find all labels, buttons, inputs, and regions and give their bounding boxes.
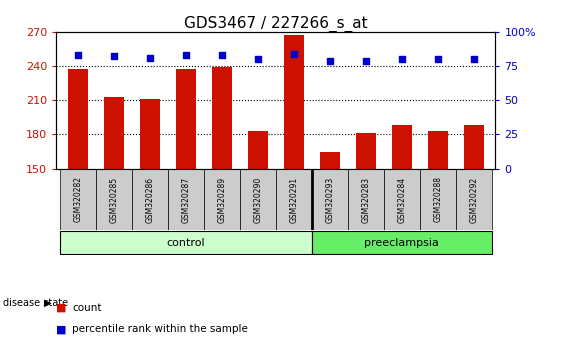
Text: GSM320290: GSM320290 [253,176,262,223]
Bar [60,232,312,254]
Point [397,56,406,62]
Bar [356,133,376,169]
Point [73,52,82,58]
Text: GSM320283: GSM320283 [361,176,370,223]
Text: ■: ■ [56,303,67,313]
Text: GSM320288: GSM320288 [434,176,443,222]
Bar [276,169,312,230]
Point [181,52,190,58]
Text: GSM320284: GSM320284 [397,176,406,223]
Text: count: count [72,303,101,313]
Bar [420,169,456,230]
Text: percentile rank within the sample: percentile rank within the sample [72,324,248,334]
Bar [168,169,204,230]
Bar [132,169,168,230]
Bar [384,169,420,230]
Bar [312,232,492,254]
Bar [464,125,484,169]
Text: GSM320289: GSM320289 [217,176,226,223]
Bar [248,131,268,169]
Text: GSM320285: GSM320285 [109,176,118,223]
Bar [392,125,412,169]
Point [434,56,443,62]
Text: ▶: ▶ [44,298,51,308]
Bar [68,69,88,169]
Point [145,55,154,61]
Bar [320,152,339,169]
Text: preeclampsia: preeclampsia [364,238,439,247]
Point [361,58,370,63]
Text: GSM320286: GSM320286 [145,176,154,223]
Point [109,54,118,59]
Text: GSM320292: GSM320292 [470,176,479,223]
Bar [96,169,132,230]
Bar [212,67,232,169]
Text: GSM320282: GSM320282 [73,176,82,222]
Point [325,58,334,63]
Text: GSM320291: GSM320291 [289,176,298,223]
Bar [204,169,240,230]
Point [253,56,262,62]
Bar [428,131,448,169]
Point [217,52,226,58]
Bar [60,169,96,230]
Point [289,51,298,57]
Title: GDS3467 / 227266_s_at: GDS3467 / 227266_s_at [184,16,368,32]
Bar [348,169,384,230]
Text: GSM320293: GSM320293 [325,176,334,223]
Bar [104,97,124,169]
Text: control: control [167,238,205,247]
Bar [240,169,276,230]
Bar [284,35,304,169]
Bar [176,69,196,169]
Bar [312,169,348,230]
Text: disease state: disease state [3,298,68,308]
Bar [140,99,160,169]
Text: ■: ■ [56,324,67,334]
Text: GSM320287: GSM320287 [181,176,190,223]
Point [470,56,479,62]
Bar [456,169,492,230]
